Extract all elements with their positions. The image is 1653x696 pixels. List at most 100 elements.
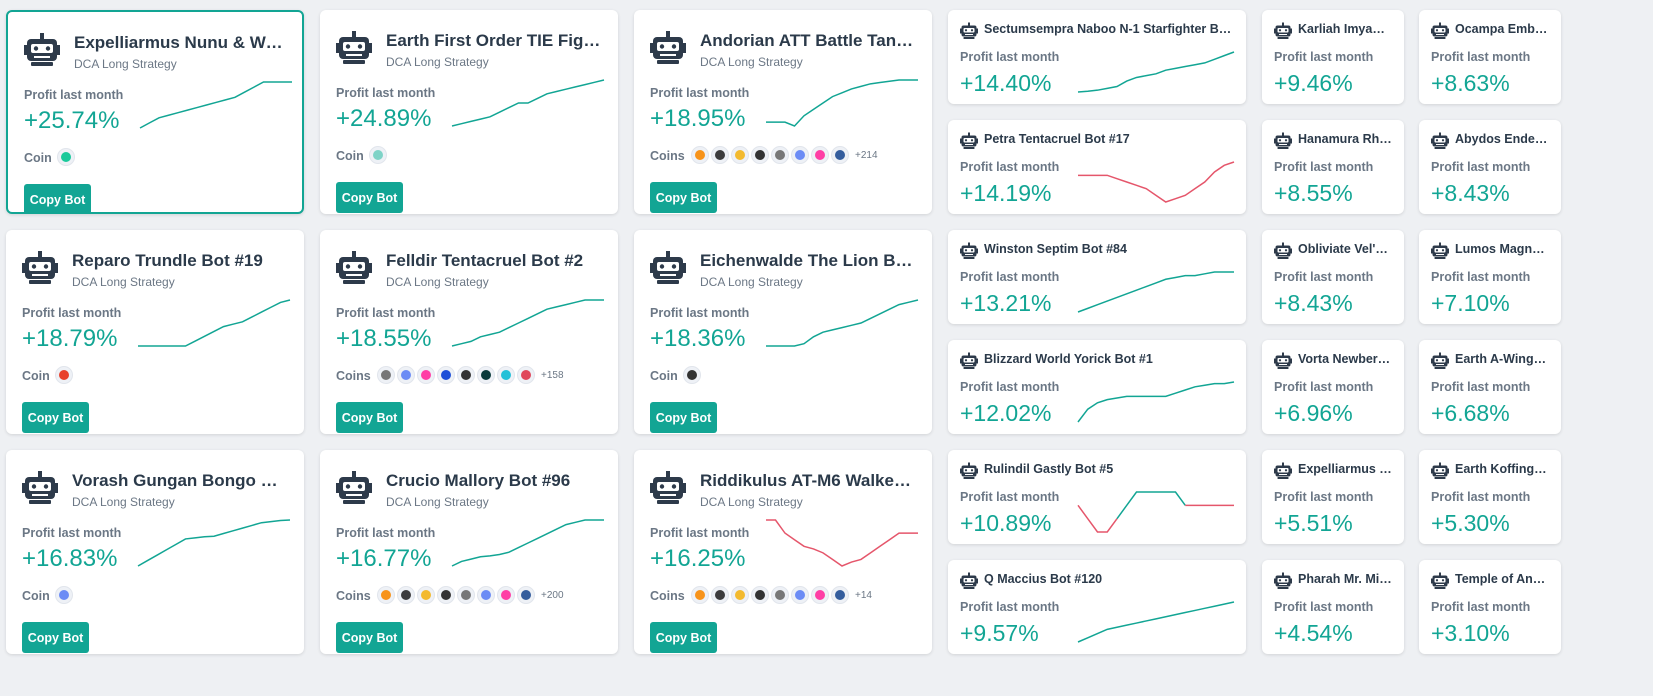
bot-name: Expelliarmus Duskull Bot #7 — [1298, 462, 1392, 476]
coin-icon — [711, 586, 729, 604]
bot-card[interactable]: Riddikulus AT-M6 Walker Bot #12 DCA Long … — [634, 450, 932, 654]
bot-card-compact[interactable]: Earth Koffing Bot #4 Profit last month +5.… — [1419, 450, 1561, 544]
robot-icon — [1274, 22, 1292, 40]
coin-icon — [377, 366, 395, 384]
copy-bot-button[interactable]: Copy Bot — [24, 184, 91, 212]
bot-card-compact[interactable]: Karliah Imyan Bot #3 Profit last month +9.… — [1262, 10, 1404, 104]
copy-bot-button[interactable]: Copy Bot — [650, 182, 717, 213]
bot-card-compact[interactable]: Expelliarmus Duskull Bot #7 Profit last m… — [1262, 450, 1404, 544]
robot-icon — [1274, 462, 1292, 480]
profit-label: Profit last month — [1274, 600, 1374, 614]
coin-icon — [377, 586, 395, 604]
bot-card-compact[interactable]: Lumos Magneton Bot #2 Profit last month +7… — [1419, 230, 1561, 324]
robot-icon — [1431, 22, 1449, 40]
bot-card-compact[interactable]: Pharah Mr. Mime Bot #2 Profit last month +… — [1262, 560, 1404, 654]
coin-icon — [437, 366, 455, 384]
profit-label: Profit last month — [960, 380, 1060, 394]
profit-label: Profit last month — [1431, 490, 1531, 504]
profit-label: Profit last month — [960, 490, 1060, 504]
profit-sparkline — [766, 299, 919, 347]
coins-label: Coin — [22, 589, 50, 603]
bot-card-compact[interactable]: Blizzard World Yorick Bot #1 Profit last … — [948, 340, 1246, 434]
strategy-label: DCA Long Strategy — [72, 495, 175, 509]
bot-card[interactable]: Earth First Order TIE Fighter Bot #7 DCA … — [320, 10, 618, 214]
bot-card-compact[interactable]: Sectumsempra Naboo N-1 Starfighter Bot #… — [948, 10, 1246, 104]
robot-icon — [960, 462, 978, 480]
bot-card-compact[interactable]: Petra Tentacruel Bot #17 Profit last mont… — [948, 120, 1246, 214]
sparkline-wrap — [1076, 490, 1236, 539]
bot-name: Earth A-Wing Fighter Bot #3 — [1455, 352, 1549, 366]
copy-bot-button[interactable]: Copy Bot — [650, 402, 717, 433]
bot-name: Riddikulus AT-M6 Walker Bot #12 — [700, 471, 916, 490]
coin-icon — [369, 146, 387, 164]
profit-sparkline — [1077, 381, 1235, 423]
bot-card[interactable]: Felldir Tentacruel Bot #2 DCA Long Strate… — [320, 230, 618, 434]
bot-card-compact[interactable]: Winston Septim Bot #84 Profit last month +… — [948, 230, 1246, 324]
profit-label: Profit last month — [1274, 160, 1374, 174]
bot-card-compact[interactable]: Obliviate Vel'Koz Bot #5 Profit last mont… — [1262, 230, 1404, 324]
robot-icon — [1431, 352, 1449, 370]
bot-name: Vorta Newberry Bot #11 — [1298, 352, 1392, 366]
bot-name: Eichenwalde The Lion Bot #50 — [700, 251, 916, 270]
coin-list: +200 — [377, 586, 564, 604]
coin-icon — [831, 146, 849, 164]
profit-sparkline — [138, 299, 291, 347]
strategy-label: DCA Long Strategy — [700, 55, 803, 69]
copy-bot-button[interactable]: Copy Bot — [22, 402, 89, 433]
bot-card-compact[interactable]: Ocampa Ember Bot #6 Profit last month +8.6… — [1419, 10, 1561, 104]
bot-name: Q Maccius Bot #120 — [984, 572, 1103, 586]
coin-icon — [791, 586, 809, 604]
copy-bot-button[interactable]: Copy Bot — [336, 622, 403, 653]
strategy-label: DCA Long Strategy — [386, 495, 489, 509]
sparkline-series — [137, 519, 291, 567]
more-coins-count: +214 — [855, 149, 878, 161]
bot-card[interactable]: Reparo Trundle Bot #19 DCA Long Strategy P… — [6, 230, 304, 434]
strategy-label: DCA Long Strategy — [700, 495, 803, 509]
profit-value: +18.55% — [336, 325, 432, 352]
sparkline-series — [138, 299, 291, 347]
bot-card-compact[interactable]: Q Maccius Bot #120 Profit last month +9.57… — [948, 560, 1246, 654]
bot-card[interactable]: Expelliarmus Nunu & Willump Bot #1 DCA Lo… — [6, 10, 304, 214]
strategy-label: DCA Long Strategy — [386, 275, 489, 289]
coin-icon — [497, 586, 515, 604]
bot-card[interactable]: Vorash Gungan Bongo Submarine Bot #4 DCA … — [6, 450, 304, 654]
bot-card[interactable]: Andorian ATT Battle Tank Bot #33 DCA Long… — [634, 10, 932, 214]
bot-card-compact[interactable]: Earth A-Wing Fighter Bot #3 Profit last m… — [1419, 340, 1561, 434]
profit-label: Profit last month — [336, 526, 436, 540]
copy-bot-button[interactable]: Copy Bot — [650, 622, 717, 653]
sparkline-series — [1116, 491, 1186, 520]
bot-card-compact[interactable]: Temple of Anubis Bot #13 Profit last mont… — [1419, 560, 1561, 654]
sparkline-series — [1077, 381, 1235, 423]
profit-sparkline — [451, 79, 605, 127]
profit-label: Profit last month — [1274, 50, 1374, 64]
more-coins-count: +200 — [541, 589, 564, 601]
bot-name: Karliah Imyan Bot #3 — [1298, 22, 1392, 36]
coin-icon — [683, 366, 701, 384]
profit-value: +16.25% — [650, 545, 746, 572]
sparkline-series — [451, 79, 605, 127]
profit-sparkline — [766, 79, 918, 127]
coin-icon — [711, 146, 729, 164]
bot-name: Rulindil Gastly Bot #5 — [984, 462, 1114, 476]
bot-card-compact[interactable]: Vorta Newberry Bot #11 Profit last month +… — [1262, 340, 1404, 434]
profit-value: +5.51% — [1274, 510, 1353, 536]
coin-icon — [751, 146, 769, 164]
coin-icon — [437, 586, 455, 604]
profit-label: Profit last month — [336, 86, 436, 100]
profit-value: +18.95% — [650, 105, 746, 132]
bot-card[interactable]: Eichenwalde The Lion Bot #50 DCA Long Str… — [634, 230, 932, 434]
copy-bot-button[interactable]: Copy Bot — [22, 622, 89, 653]
bot-card-compact[interactable]: Rulindil Gastly Bot #5 Profit last month +… — [948, 450, 1246, 544]
bot-name: Sectumsempra Naboo N-1 Starfighter Bot #… — [984, 22, 1234, 36]
robot-icon — [650, 250, 686, 286]
profit-value: +18.36% — [650, 325, 746, 352]
bot-card[interactable]: Crucio Mallory Bot #96 DCA Long Strategy P… — [320, 450, 618, 654]
profit-label: Profit last month — [650, 86, 750, 100]
bot-card-compact[interactable]: Hanamura Rhydon Bot #21 Profit last month… — [1262, 120, 1404, 214]
sparkline-series — [1078, 161, 1235, 203]
bot-name: Earth First Order TIE Fighter Bot #7 — [386, 31, 602, 50]
copy-bot-button[interactable]: Copy Bot — [336, 182, 403, 213]
robot-icon — [22, 250, 58, 286]
copy-bot-button[interactable]: Copy Bot — [336, 402, 403, 433]
bot-card-compact[interactable]: Abydos Endell Bot #9 Profit last month +8.… — [1419, 120, 1561, 214]
